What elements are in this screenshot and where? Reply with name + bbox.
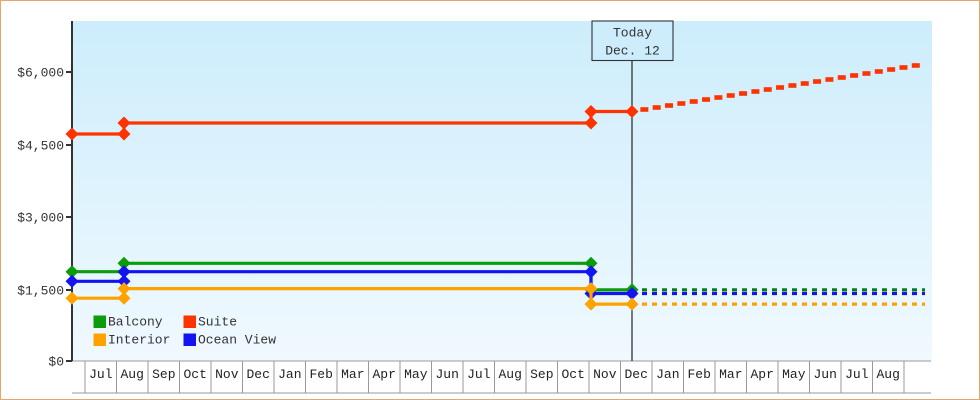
svg-text:Jan: Jan: [656, 367, 679, 382]
svg-text:$4,500: $4,500: [17, 139, 64, 154]
svg-text:Mar: Mar: [341, 367, 364, 382]
svg-text:Dec: Dec: [624, 367, 647, 382]
svg-text:Balcony: Balcony: [108, 314, 163, 329]
svg-text:Aug: Aug: [120, 367, 143, 382]
svg-text:Mar: Mar: [719, 367, 742, 382]
svg-text:Feb: Feb: [309, 367, 332, 382]
svg-text:Interior: Interior: [108, 332, 170, 347]
svg-text:Suite: Suite: [198, 314, 237, 329]
svg-text:Today: Today: [613, 26, 652, 41]
svg-text:Sep: Sep: [152, 367, 175, 382]
svg-text:Jan: Jan: [278, 367, 301, 382]
svg-text:Sep: Sep: [530, 367, 553, 382]
svg-text:Jul: Jul: [467, 367, 491, 382]
svg-text:Aug: Aug: [876, 367, 899, 382]
svg-text:Jul: Jul: [89, 367, 113, 382]
svg-text:Apr: Apr: [372, 367, 395, 382]
svg-text:May: May: [404, 367, 428, 382]
svg-text:Nov: Nov: [593, 367, 617, 382]
svg-text:Apr: Apr: [750, 367, 773, 382]
svg-text:Dec: Dec: [246, 367, 269, 382]
svg-text:$1,500: $1,500: [17, 284, 64, 299]
svg-text:Nov: Nov: [215, 367, 239, 382]
svg-text:Jun: Jun: [813, 367, 836, 382]
svg-text:$6,000: $6,000: [17, 66, 64, 81]
svg-text:Oct: Oct: [561, 367, 584, 382]
svg-text:Feb: Feb: [687, 367, 710, 382]
svg-text:Jun: Jun: [435, 367, 458, 382]
svg-text:Jul: Jul: [845, 367, 869, 382]
svg-text:Ocean View: Ocean View: [198, 332, 276, 347]
svg-text:Aug: Aug: [498, 367, 521, 382]
svg-text:May: May: [782, 367, 806, 382]
svg-text:$3,000: $3,000: [17, 211, 64, 226]
svg-text:Dec. 12: Dec. 12: [605, 44, 660, 59]
svg-text:Oct: Oct: [183, 367, 206, 382]
svg-text:$0: $0: [48, 355, 64, 370]
